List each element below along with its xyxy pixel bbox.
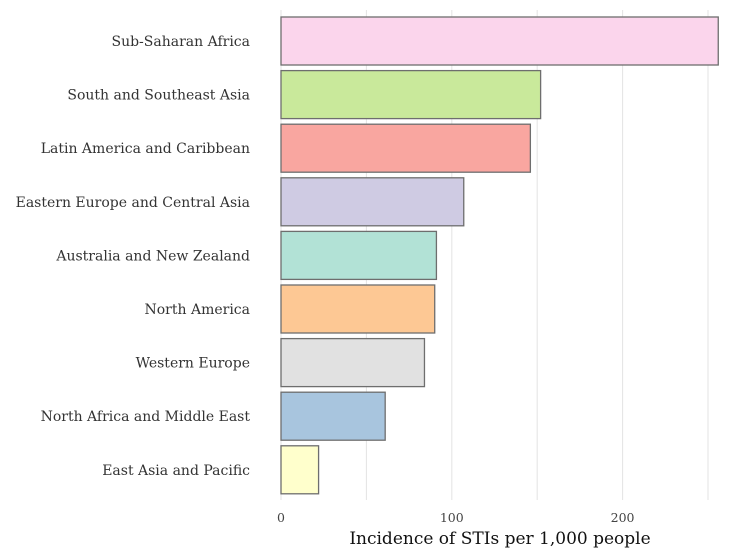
bar (280, 445, 320, 495)
category-label: North Africa and Middle East (41, 409, 251, 425)
bar (280, 230, 438, 281)
category-label: East Asia and Pacific (102, 463, 250, 479)
x-tick-labels: 0 100 200 (277, 510, 635, 525)
category-label: South and Southeast Asia (67, 88, 250, 104)
category-label: North America (145, 302, 251, 318)
category-label: Latin America and Caribbean (41, 141, 250, 157)
bars (280, 16, 719, 495)
bar (280, 123, 532, 173)
bar (280, 284, 436, 334)
category-labels: Sub-Saharan Africa South and Southeast As… (16, 34, 251, 479)
bar (280, 337, 426, 388)
category-label: Eastern Europe and Central Asia (16, 195, 250, 211)
bar (280, 391, 386, 441)
bar (280, 177, 465, 227)
x-tick-label: 200 (611, 510, 635, 525)
bar (280, 69, 542, 120)
bar (280, 16, 719, 66)
category-label: Australia and New Zealand (55, 248, 250, 264)
category-label: Western Europe (136, 356, 250, 372)
x-axis-title: Incidence of STIs per 1,000 people (349, 529, 650, 549)
x-tick-label: 100 (440, 510, 464, 525)
category-label: Sub-Saharan Africa (111, 34, 250, 50)
x-tick-label: 0 (277, 510, 285, 525)
